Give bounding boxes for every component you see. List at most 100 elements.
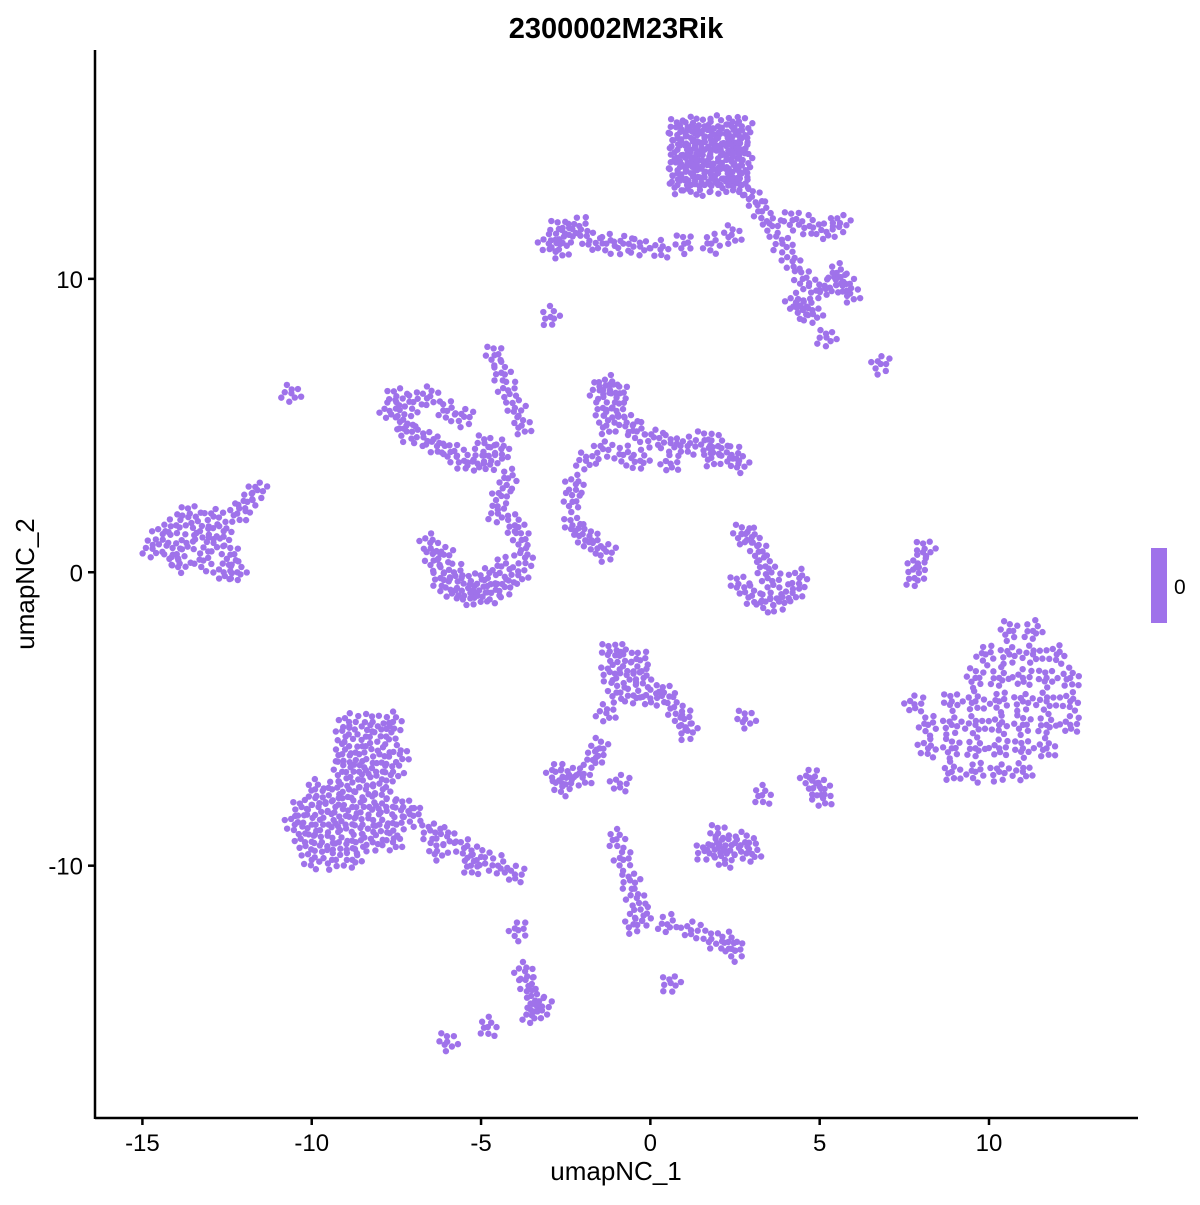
data-point: [712, 940, 720, 947]
data-point: [515, 541, 522, 548]
data-point: [945, 770, 952, 777]
data-point: [378, 800, 386, 807]
data-point: [666, 451, 673, 459]
data-point: [903, 581, 910, 588]
data-point: [721, 939, 728, 946]
data-point: [1009, 674, 1016, 681]
data-point: [750, 213, 758, 220]
data-point: [486, 596, 493, 603]
data-point: [920, 575, 928, 582]
data-point: [346, 710, 353, 717]
data-point: [568, 508, 575, 516]
data-point: [694, 856, 701, 863]
data-point: [643, 910, 651, 917]
data-point: [433, 857, 440, 864]
data-point: [324, 843, 331, 850]
data-point: [514, 431, 521, 438]
data-point: [991, 751, 998, 758]
data-point: [743, 832, 750, 839]
data-point: [406, 818, 414, 825]
data-point: [631, 879, 639, 886]
data-point: [1052, 702, 1060, 709]
data-point: [533, 990, 541, 998]
data-point: [663, 254, 671, 261]
data-point: [469, 587, 477, 594]
data-point: [307, 862, 315, 869]
data-point: [1024, 621, 1031, 628]
data-point: [389, 763, 396, 770]
data-point: [389, 778, 396, 785]
data-point: [525, 574, 532, 581]
data-point: [525, 530, 532, 537]
data-point: [361, 749, 368, 756]
data-point: [453, 441, 461, 449]
data-point: [1016, 648, 1023, 655]
data-point: [212, 505, 219, 513]
data-point: [592, 239, 599, 247]
data-point: [320, 854, 327, 862]
data-point: [529, 965, 536, 973]
data-point: [624, 685, 632, 692]
data-point: [502, 399, 510, 406]
data-point: [1048, 667, 1056, 675]
data-point: [684, 923, 691, 930]
data-point: [717, 181, 724, 189]
data-point: [442, 543, 449, 551]
data-point: [978, 717, 986, 725]
data-point: [1036, 741, 1043, 748]
data-point: [949, 707, 956, 715]
data-point: [679, 233, 687, 241]
data-point: [368, 713, 376, 720]
data-point: [430, 582, 437, 589]
data-point: [495, 351, 502, 358]
data-point: [744, 184, 752, 191]
data-point: [987, 764, 994, 772]
data-point: [448, 1043, 456, 1050]
data-point: [379, 841, 386, 849]
data-point: [583, 232, 590, 240]
data-point: [642, 691, 650, 699]
data-point: [909, 566, 917, 573]
data-point: [997, 709, 1005, 716]
data-point: [1015, 760, 1022, 767]
data-point: [682, 724, 689, 731]
data-point: [843, 299, 851, 306]
data-point: [464, 462, 471, 469]
data-point: [491, 599, 499, 607]
data-point: [408, 428, 416, 435]
data-point: [336, 813, 343, 820]
data-point: [390, 388, 398, 395]
data-point: [834, 215, 841, 222]
data-point: [733, 575, 740, 582]
data-point: [332, 728, 340, 735]
data-point: [999, 677, 1006, 684]
data-point: [1069, 695, 1077, 702]
data-point: [454, 1040, 462, 1048]
data-point: [749, 120, 756, 127]
data-point: [624, 448, 632, 456]
data-point: [745, 202, 753, 209]
data-point: [637, 446, 645, 453]
data-point: [968, 767, 975, 774]
data-point: [742, 167, 749, 174]
data-point: [759, 604, 767, 612]
data-point: [612, 714, 619, 721]
data-point: [815, 305, 822, 312]
data-point: [399, 395, 406, 402]
data-point: [600, 745, 607, 752]
data-point: [169, 544, 176, 552]
data-point: [489, 502, 496, 509]
data-point: [607, 390, 615, 397]
data-point: [522, 919, 529, 926]
data-point: [1065, 664, 1073, 671]
data-point: [384, 387, 391, 395]
data-point: [548, 998, 555, 1005]
data-point: [521, 865, 528, 872]
data-point: [506, 566, 513, 573]
data-point: [311, 811, 319, 819]
data-point: [585, 241, 592, 248]
data-point: [707, 945, 714, 952]
data-point: [576, 456, 583, 464]
data-point: [671, 155, 678, 163]
data-point: [905, 575, 913, 583]
